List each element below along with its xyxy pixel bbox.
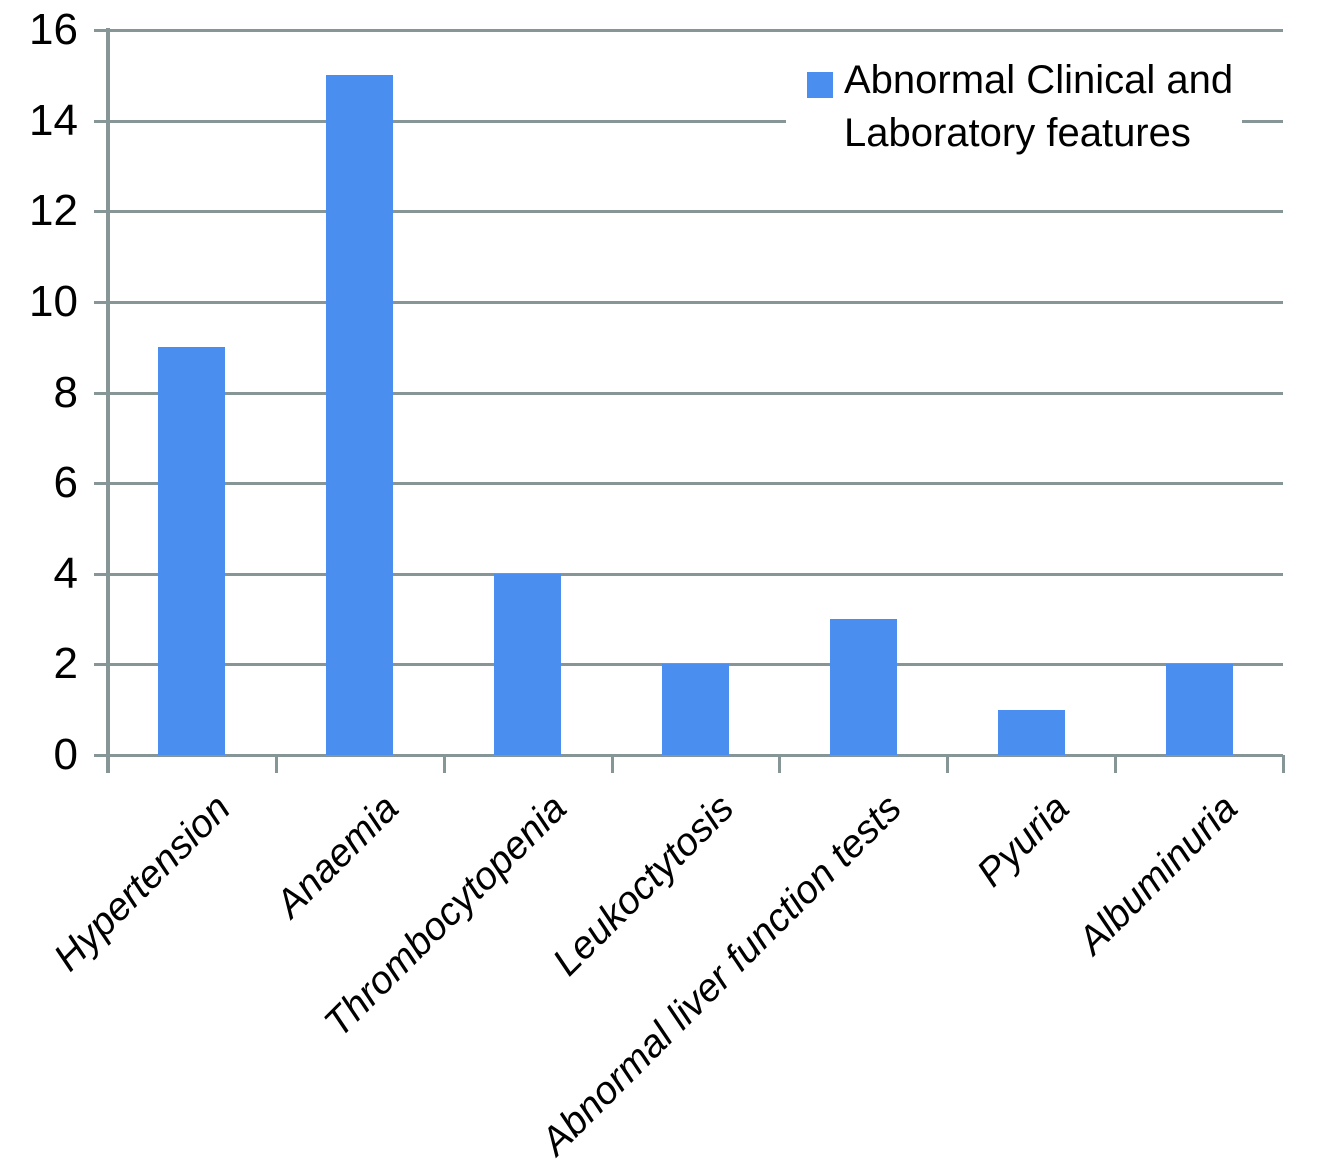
y-tick-label-14: 14 <box>29 96 78 145</box>
y-tick-label-2: 2 <box>53 639 78 688</box>
bar-pyuria <box>998 710 1065 755</box>
x-axis-tick <box>946 755 949 773</box>
y-tick-label-0: 0 <box>53 730 78 779</box>
gridline-y-0 <box>94 754 1283 757</box>
bar-anaemia <box>326 75 393 755</box>
bar-leukoctytosis <box>662 664 729 755</box>
y-tick-label-16: 16 <box>29 5 78 54</box>
legend-label-line2: Laboratory features <box>844 111 1191 155</box>
x-axis-tick <box>1282 755 1285 773</box>
y-axis-line <box>106 28 110 773</box>
x-category-label: Hypertension <box>46 786 239 980</box>
y-tick-label-12: 12 <box>29 186 78 235</box>
gridline-y-8 <box>94 392 1283 395</box>
y-tick-label-6: 6 <box>53 458 78 507</box>
x-axis-tick <box>275 755 278 773</box>
legend-label-line1: Abnormal Clinical and <box>844 58 1234 102</box>
bar-thrombocytopenia <box>494 574 561 755</box>
bar-albuminuria <box>1166 664 1233 755</box>
y-tick-label-10: 10 <box>29 277 78 326</box>
x-category-label: Abnormal liver function tests <box>533 786 910 1164</box>
legend-swatch-icon <box>807 72 833 98</box>
gridline-y-4 <box>94 573 1283 576</box>
gridline-y-12 <box>94 210 1283 213</box>
x-category-label: Pyuria <box>969 786 1078 896</box>
bar-hypertension <box>158 347 225 755</box>
x-category-label: Albuminuria <box>1069 786 1246 963</box>
x-axis-tick <box>778 755 781 773</box>
gridline-y-16 <box>94 29 1283 32</box>
x-axis-tick <box>1114 755 1117 773</box>
y-tick-label-8: 8 <box>53 368 78 417</box>
x-axis-tick <box>611 755 614 773</box>
x-axis-tick <box>107 755 110 773</box>
gridline-y-6 <box>94 482 1283 485</box>
bar-abnormal-liver-function-tests <box>830 619 897 755</box>
legend-label: Abnormal Clinical and Laboratory feature… <box>844 54 1233 160</box>
gridline-y-10 <box>94 301 1283 304</box>
legend: Abnormal Clinical and Laboratory feature… <box>786 54 1242 172</box>
x-axis-tick <box>443 755 446 773</box>
x-category-label: Anaemia <box>267 786 407 926</box>
y-tick-label-4: 4 <box>53 549 78 598</box>
gridline-y-14 <box>94 120 1283 123</box>
